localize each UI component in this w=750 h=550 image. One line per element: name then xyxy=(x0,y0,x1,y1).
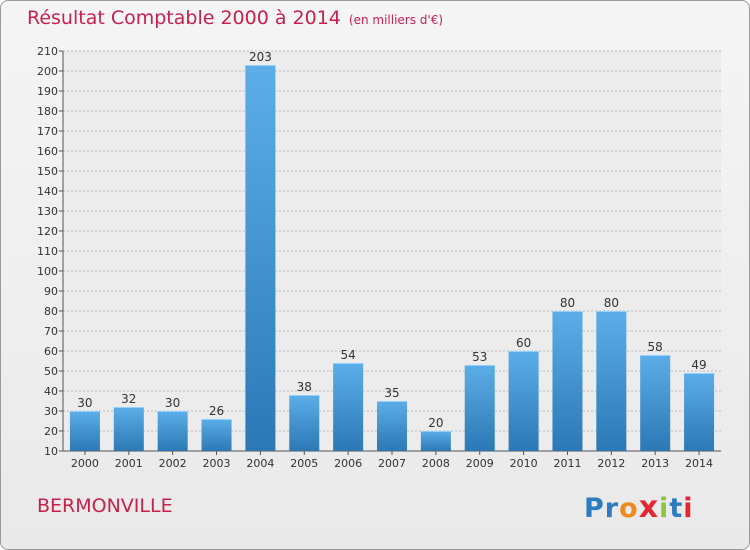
x-tick-label: 2010 xyxy=(510,457,538,470)
x-tick-label: 2002 xyxy=(159,457,187,470)
bar xyxy=(552,311,583,451)
bar xyxy=(420,431,451,451)
commune-name: BERMONVILLE xyxy=(37,495,173,517)
logo-letter: x xyxy=(638,490,660,525)
x-tick-label: 2003 xyxy=(203,457,231,470)
bar xyxy=(289,395,320,451)
logo-letter: r xyxy=(604,493,620,524)
x-tick-label: 2009 xyxy=(466,457,494,470)
y-tick-label: 150 xyxy=(37,165,58,178)
data-label: 26 xyxy=(209,404,224,418)
y-tick-label: 30 xyxy=(44,405,58,418)
x-tick-label: 2000 xyxy=(71,457,99,470)
x-tick-label: 2004 xyxy=(246,457,274,470)
chart-title: Résultat Comptable 2000 à 2014 (en millie… xyxy=(27,7,443,29)
x-tick-label: 2008 xyxy=(422,457,450,470)
y-tick-label: 200 xyxy=(37,65,58,78)
x-tick-label: 2005 xyxy=(290,457,318,470)
x-tick-label: 2007 xyxy=(378,457,406,470)
y-tick-label: 60 xyxy=(44,345,58,358)
y-tick-label: 210 xyxy=(37,45,58,58)
data-label: 80 xyxy=(560,296,575,310)
y-tick-label: 130 xyxy=(37,205,58,218)
logo-letter: P xyxy=(584,493,605,524)
data-label: 49 xyxy=(691,358,706,372)
unit-label: (en milliers d'€) xyxy=(348,13,444,27)
bar xyxy=(508,351,539,451)
data-label: 203 xyxy=(249,50,272,64)
bar xyxy=(684,373,715,451)
y-tick-label: 80 xyxy=(44,305,58,318)
y-tick-label: 120 xyxy=(37,225,58,238)
y-tick-label: 70 xyxy=(44,325,58,338)
title-text: Résultat Comptable 2000 à 2014 xyxy=(27,7,341,29)
data-label: 60 xyxy=(516,336,531,350)
data-label: 80 xyxy=(604,296,619,310)
logo-letter: t xyxy=(669,493,684,524)
bar xyxy=(333,363,364,451)
data-label: 54 xyxy=(340,348,355,362)
logo-letter: o xyxy=(619,493,639,524)
bar xyxy=(113,407,144,451)
y-tick-label: 110 xyxy=(37,245,58,258)
data-label: 58 xyxy=(648,340,663,354)
data-label: 20 xyxy=(428,416,443,430)
bar xyxy=(157,411,188,451)
data-label: 53 xyxy=(472,350,487,364)
bar xyxy=(245,65,276,451)
proxiti-logo: Proxiti xyxy=(584,490,694,525)
bar xyxy=(596,311,627,451)
x-tick-label: 2012 xyxy=(597,457,625,470)
x-tick-label: 2011 xyxy=(553,457,581,470)
bar xyxy=(464,365,495,451)
y-tick-label: 190 xyxy=(37,85,58,98)
x-tick-label: 2001 xyxy=(115,457,143,470)
y-tick-label: 180 xyxy=(37,105,58,118)
data-label: 32 xyxy=(121,392,136,406)
x-tick-label: 2006 xyxy=(334,457,362,470)
bar xyxy=(640,355,671,451)
data-label: 30 xyxy=(165,396,180,410)
data-label: 30 xyxy=(77,396,92,410)
data-label: 35 xyxy=(384,386,399,400)
x-tick-label: 2014 xyxy=(685,457,713,470)
logo-letter: i xyxy=(683,493,694,524)
y-tick-label: 100 xyxy=(37,265,58,278)
bar xyxy=(377,401,407,451)
y-tick-label: 50 xyxy=(44,365,58,378)
y-tick-label: 90 xyxy=(44,285,58,298)
x-tick-label: 2013 xyxy=(641,457,669,470)
bar xyxy=(201,419,232,451)
y-tick-label: 160 xyxy=(37,145,58,158)
logo-letter: i xyxy=(659,493,670,524)
y-tick-label: 40 xyxy=(44,385,58,398)
y-tick-label: 140 xyxy=(37,185,58,198)
y-tick-label: 170 xyxy=(37,125,58,138)
data-label: 38 xyxy=(297,380,312,394)
y-tick-label: 10 xyxy=(44,445,58,458)
y-tick-label: 20 xyxy=(44,425,58,438)
bar xyxy=(69,411,100,451)
